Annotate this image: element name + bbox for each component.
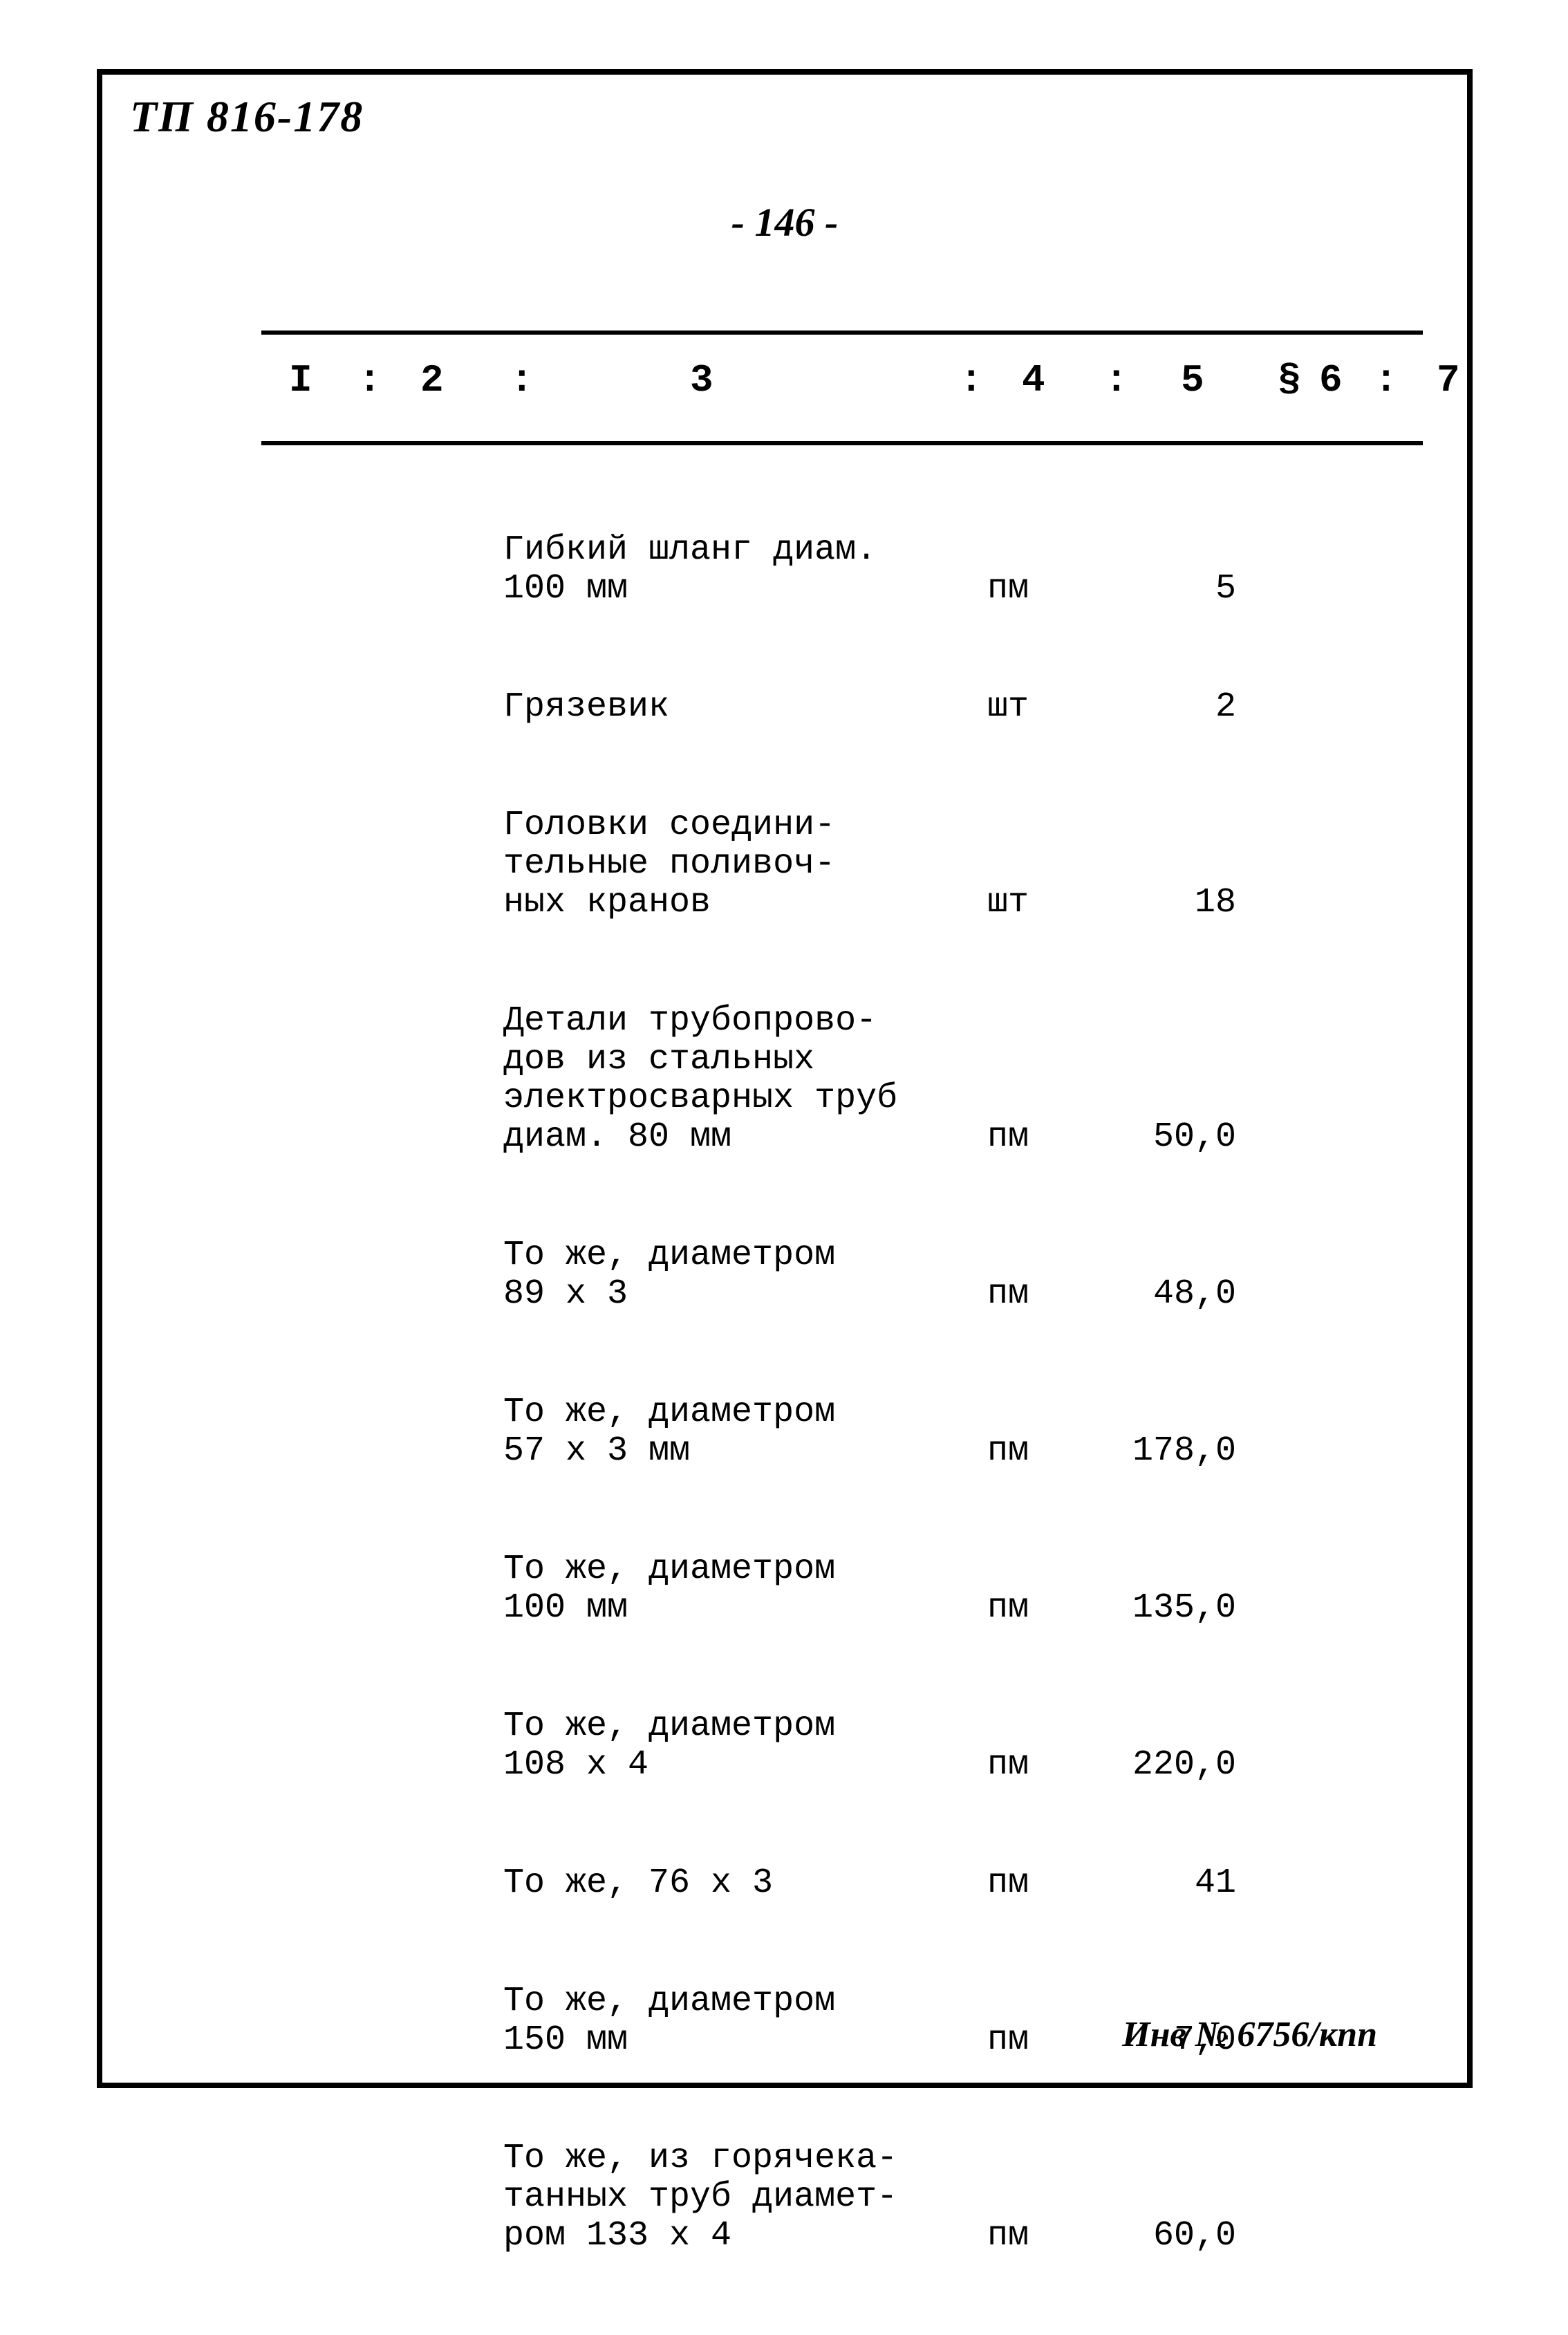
- cell-description: Гибкий шланг диам. 100 мм: [503, 531, 946, 608]
- cell-description: То же, из горячека- танных труб диамет- …: [503, 2139, 946, 2255]
- cell-description: То же, диаметром 108 х 4: [503, 1707, 946, 1785]
- page-frame: ТП 816-178 - 146 - I : 2 : 3 : 4 : 5 § 6…: [97, 69, 1473, 2088]
- cell-description: Грязевик: [503, 688, 946, 727]
- table-row: То же, диаметром 89 х 3пм48,0: [261, 1236, 1423, 1314]
- table-row: Детали трубопрово- дов из стальных элект…: [261, 1002, 1423, 1157]
- header-sep: :: [358, 358, 382, 402]
- cell-quantity: 18: [1070, 884, 1250, 922]
- cell-unit: пм: [946, 570, 1070, 608]
- table-row: То же, 76 х 3пм41: [261, 1864, 1423, 1903]
- table-body: Гибкий шланг диам. 100 ммпм5Грязевикшт2Г…: [261, 531, 1423, 2335]
- cell-unit: шт: [946, 688, 1070, 727]
- table-row: То же, из горячека- танных труб диамет- …: [261, 2139, 1423, 2255]
- footer-note: Инв № 6756/кпп: [1122, 2014, 1377, 2055]
- header-col-1: I: [289, 358, 312, 402]
- header-col-7: 7: [1437, 358, 1460, 402]
- cell-description: То же, диаметром 89 х 3: [503, 1236, 946, 1314]
- header-col-4: 4: [1022, 358, 1045, 402]
- cell-quantity: 220,0: [1070, 1746, 1250, 1785]
- table-header: I : 2 : 3 : 4 : 5 § 6 : 7: [261, 358, 1423, 427]
- header-sep: :: [510, 358, 534, 402]
- cell-description: То же, диаметром 150 мм: [503, 1982, 946, 2060]
- cell-unit: шт: [946, 884, 1070, 922]
- document-code: ТП 816-178: [130, 91, 364, 142]
- cell-quantity: 60,0: [1070, 2217, 1250, 2255]
- cell-description: Детали трубопрово- дов из стальных элект…: [503, 1002, 946, 1157]
- cell-quantity: 50,0: [1070, 1118, 1250, 1157]
- header-col-5: 5: [1181, 358, 1204, 402]
- cell-unit: пм: [946, 2021, 1070, 2060]
- table-row: Грязевикшт2: [261, 688, 1423, 727]
- header-col-3: 3: [690, 358, 713, 402]
- cell-unit: пм: [946, 1432, 1070, 1471]
- header-col-2: 2: [420, 358, 444, 402]
- header-rule-bottom: [261, 441, 1423, 445]
- header-sep: §: [1278, 358, 1301, 402]
- cell-quantity: 5: [1070, 570, 1250, 608]
- cell-unit: пм: [946, 2217, 1070, 2255]
- cell-unit: пм: [946, 1864, 1070, 1903]
- cell-unit: пм: [946, 1275, 1070, 1314]
- cell-quantity: 48,0: [1070, 1275, 1250, 1314]
- cell-quantity: 135,0: [1070, 1589, 1250, 1628]
- cell-description: То же, диаметром 100 мм: [503, 1550, 946, 1628]
- cell-quantity: 2: [1070, 688, 1250, 727]
- table-row: То же, диаметром 57 х 3 ммпм178,0: [261, 1393, 1423, 1471]
- page-number: - 146 -: [102, 199, 1467, 245]
- cell-description: Головки соедини- тельные поливоч- ных кр…: [503, 806, 946, 922]
- header-rule-top: [261, 331, 1423, 335]
- cell-description: То же, 76 х 3: [503, 1864, 946, 1903]
- cell-unit: пм: [946, 1746, 1070, 1785]
- table-row: Головки соедини- тельные поливоч- ных кр…: [261, 806, 1423, 922]
- header-sep: :: [1105, 358, 1128, 402]
- cell-unit: пм: [946, 1118, 1070, 1157]
- table-row: То же, диаметром 100 ммпм135,0: [261, 1550, 1423, 1628]
- header-sep: :: [1374, 358, 1398, 402]
- cell-description: То же, диаметром 57 х 3 мм: [503, 1393, 946, 1471]
- table-row: То же, диаметром 108 х 4пм220,0: [261, 1707, 1423, 1785]
- header-sep: :: [960, 358, 983, 402]
- cell-quantity: 41: [1070, 1864, 1250, 1903]
- table-row: Гибкий шланг диам. 100 ммпм5: [261, 531, 1423, 608]
- cell-quantity: 178,0: [1070, 1432, 1250, 1471]
- cell-unit: пм: [946, 1589, 1070, 1628]
- header-col-6: 6: [1319, 358, 1343, 402]
